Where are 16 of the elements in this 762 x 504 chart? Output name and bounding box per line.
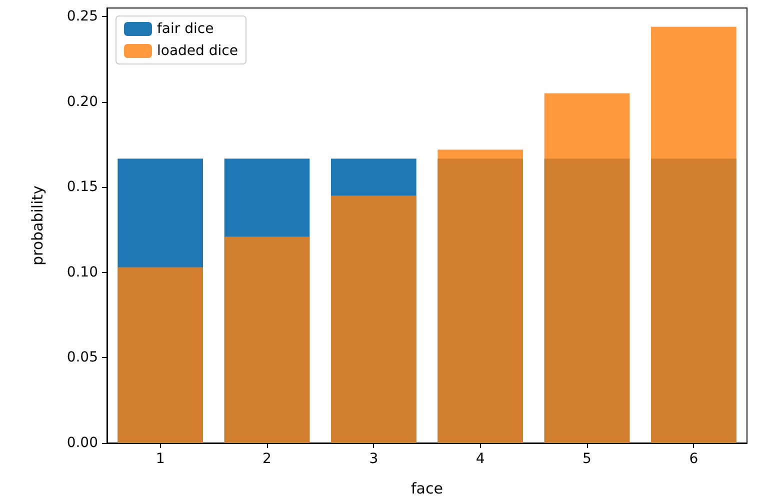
- x-axis-title: face: [411, 480, 443, 498]
- y-tick-label: 0.25: [66, 8, 98, 25]
- x-tick-label: 3: [369, 451, 378, 467]
- y-tick-label: 0.10: [66, 264, 98, 280]
- x-tick-label: 4: [476, 451, 485, 467]
- legend-label: fair dice: [157, 21, 214, 37]
- y-tick-label: 0.15: [66, 179, 98, 196]
- y-axis-title: probability: [28, 185, 46, 266]
- x-tick-label: 6: [689, 451, 698, 467]
- x-tick-label: 1: [156, 451, 165, 467]
- y-tick-label: 0.05: [66, 350, 98, 366]
- x-tick-label: 2: [262, 451, 272, 467]
- x-tick-label: 5: [582, 451, 592, 467]
- y-tick-label: 0.00: [66, 435, 98, 451]
- y-tick-label: 0.20: [66, 94, 98, 110]
- legend-label: loaded dice: [157, 43, 238, 59]
